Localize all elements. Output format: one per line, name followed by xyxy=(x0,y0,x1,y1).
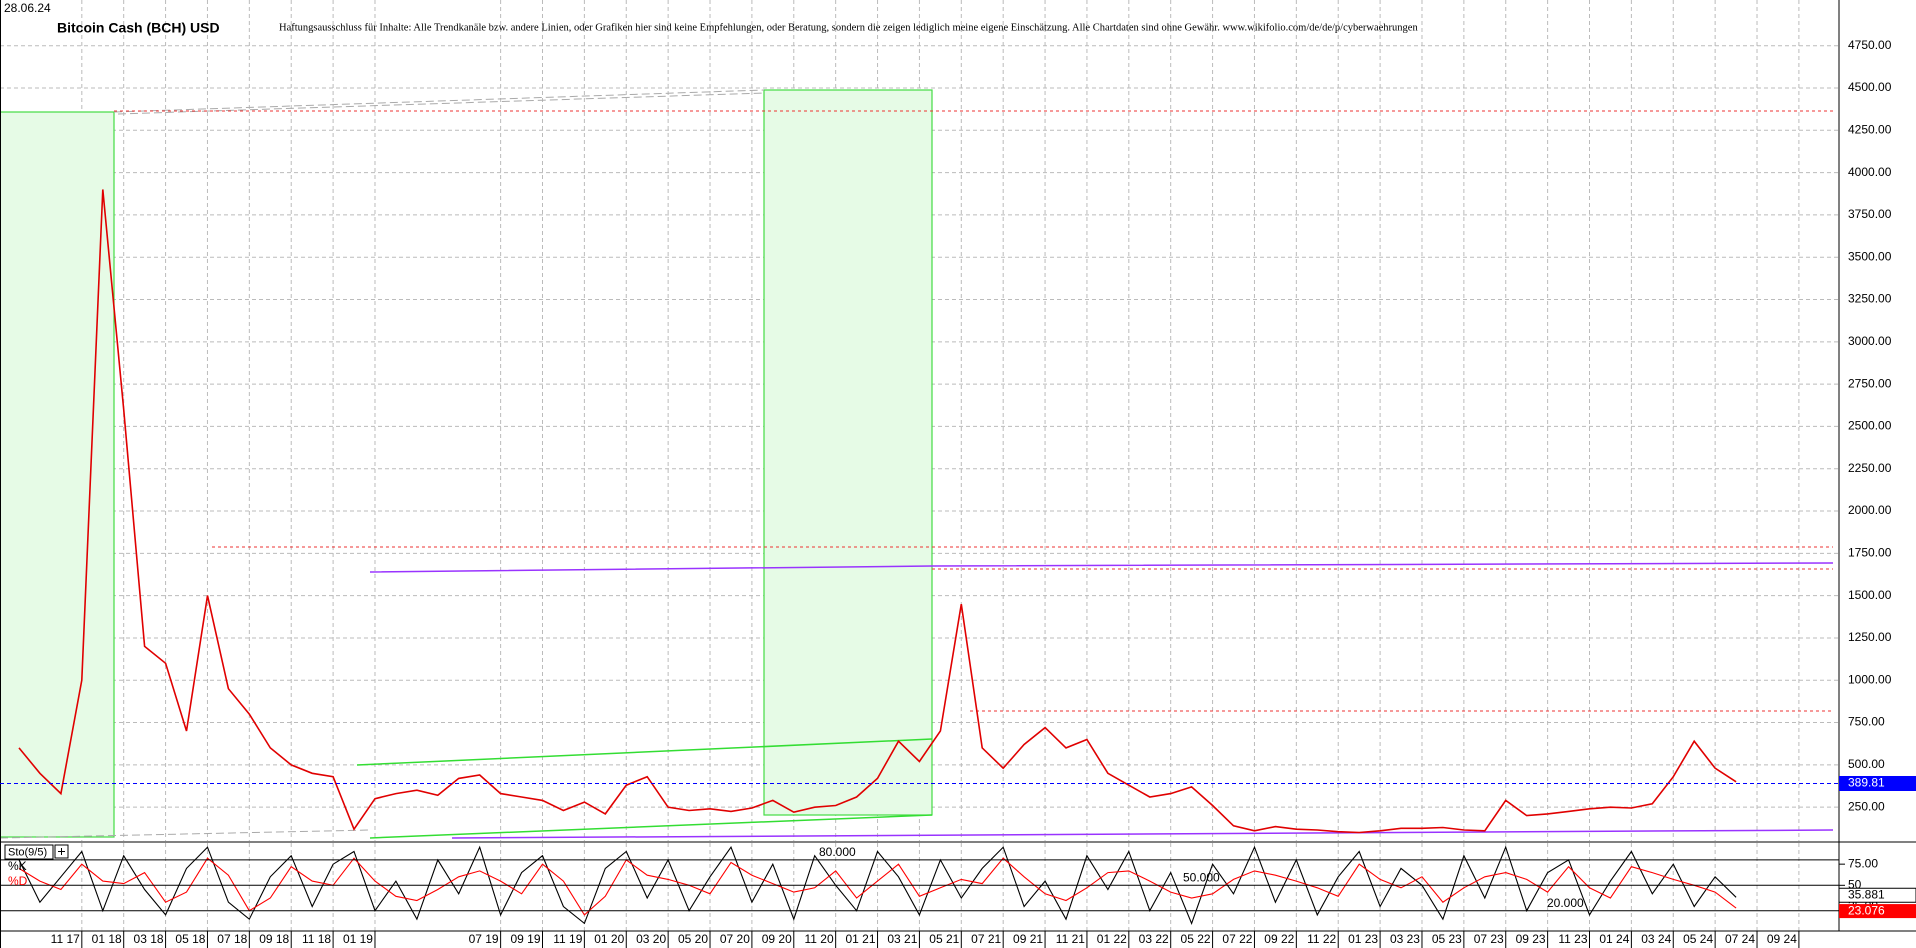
y-tick-label: 2500.00 xyxy=(1848,419,1892,433)
x-tick-label: 11 20 xyxy=(805,932,834,946)
y-tick-label: 1750.00 xyxy=(1848,546,1892,560)
y-tick-label: 750.00 xyxy=(1848,715,1885,729)
x-tick-label: 07 24 xyxy=(1725,932,1755,946)
y-tick-label: 4000.00 xyxy=(1848,165,1892,179)
level-label: 80.000 xyxy=(819,845,856,859)
last-value-label: 35.881 xyxy=(1848,887,1885,901)
x-tick-label: 01 20 xyxy=(594,932,624,946)
channel-line xyxy=(356,738,933,766)
last-value-box xyxy=(1839,904,1916,919)
price-line xyxy=(18,189,1737,834)
y-tick-label: 500.00 xyxy=(1848,757,1885,771)
highlight-box xyxy=(0,111,115,838)
channel-line xyxy=(369,814,933,839)
x-tick-label: 03 22 xyxy=(1139,932,1169,946)
x-tick-label: 01 22 xyxy=(1097,932,1127,946)
x-tick-label: 07 22 xyxy=(1222,932,1252,946)
x-tick-label: 11 19 xyxy=(553,932,582,946)
legend-label: %K xyxy=(8,859,27,873)
y-tick-label: 3000.00 xyxy=(1848,334,1892,348)
y-tick-label: 1500.00 xyxy=(1848,588,1892,602)
x-tick-label: 01 24 xyxy=(1599,932,1629,946)
x-tick-label: 09 18 xyxy=(259,932,289,946)
last-value-box xyxy=(1838,887,1916,903)
x-tick-label: 07 23 xyxy=(1474,932,1504,946)
level-label: 50.000 xyxy=(1183,870,1220,884)
x-tick-label: 11 18 xyxy=(302,932,331,946)
y-tick-label: 2000.00 xyxy=(1848,503,1892,517)
x-tick-label: 07 19 xyxy=(469,932,499,946)
y-tick-label: 3750.00 xyxy=(1848,207,1892,221)
x-tick-label: 05 23 xyxy=(1432,932,1462,946)
trend-line xyxy=(451,829,1834,839)
highlight-box xyxy=(763,89,933,816)
mark-layer xyxy=(18,189,1737,925)
x-tick-label: 09 19 xyxy=(510,932,540,946)
x-tick-label: 07 18 xyxy=(217,932,247,946)
x-tick-label: 03 23 xyxy=(1390,932,1420,946)
x-tick-label: 01 18 xyxy=(92,932,122,946)
trend-line xyxy=(113,89,765,113)
legend-label: %D xyxy=(8,874,28,888)
last-price-label: 389.81 xyxy=(1848,776,1885,790)
x-tick-label: 07 20 xyxy=(720,932,750,946)
y-tick-label: 1000.00 xyxy=(1848,672,1892,686)
trend-line xyxy=(0,829,371,839)
y-tick-label: 4750.00 xyxy=(1848,38,1892,52)
indicator-title: Sto(9/5) xyxy=(8,846,47,858)
x-tick-label: 11 22 xyxy=(1307,932,1336,946)
last-price-box xyxy=(1839,775,1916,791)
x-tick-label: 09 24 xyxy=(1767,932,1797,946)
y-tick-label: 2250.00 xyxy=(1848,461,1892,475)
x-tick-label: 03 24 xyxy=(1641,932,1671,946)
x-tick-label: 09 23 xyxy=(1516,932,1546,946)
x-tick-label: 05 18 xyxy=(175,932,205,946)
y-tick-label: 2750.00 xyxy=(1848,376,1892,390)
y-tick-label: 4250.00 xyxy=(1848,122,1892,136)
y-tick-label: 250.00 xyxy=(1848,799,1885,813)
date-label: 28.06.24 xyxy=(4,1,51,15)
y-tick-label: 3500.00 xyxy=(1848,249,1892,263)
x-tick-label: 05 22 xyxy=(1181,932,1211,946)
chart-title: Bitcoin Cash (BCH) USD xyxy=(57,20,220,36)
x-tick-label: 09 22 xyxy=(1264,932,1294,946)
last-value-label: 23.076 xyxy=(1848,903,1885,917)
x-tick-label: 01 23 xyxy=(1348,932,1378,946)
x-tick-label: 01 19 xyxy=(343,932,373,946)
x-tick-label: 01 21 xyxy=(846,932,876,946)
x-tick-label: 05 24 xyxy=(1683,932,1713,946)
y-tick-label: 75.00 xyxy=(1848,856,1878,870)
x-tick-label: 09 21 xyxy=(1013,932,1043,946)
x-tick-label: 03 20 xyxy=(636,932,666,946)
x-tick-label: 03 21 xyxy=(887,932,917,946)
x-tick-label: 05 21 xyxy=(929,932,959,946)
x-tick-label: 07 21 xyxy=(971,932,1001,946)
y-tick-label: 1250.00 xyxy=(1848,630,1892,644)
x-tick-label: 11 17 xyxy=(51,932,80,946)
trend-line xyxy=(369,562,1834,573)
disclaimer: Haftungsausschluss für Inhalte: Alle Tre… xyxy=(279,22,1418,33)
indicator-box xyxy=(4,844,54,860)
y-tick-label: 3250.00 xyxy=(1848,292,1892,306)
series-line xyxy=(18,857,1737,916)
x-tick-label: 11 21 xyxy=(1056,932,1085,946)
y-tick-label: 4500.00 xyxy=(1848,80,1892,94)
plus-icon[interactable] xyxy=(58,848,65,855)
x-tick-label: 03 18 xyxy=(134,932,164,946)
level-label: 20.000 xyxy=(1547,896,1584,910)
x-tick-label: 09 20 xyxy=(762,932,792,946)
x-tick-label: 11 23 xyxy=(1558,932,1587,946)
x-tick-label: 05 20 xyxy=(678,932,708,946)
